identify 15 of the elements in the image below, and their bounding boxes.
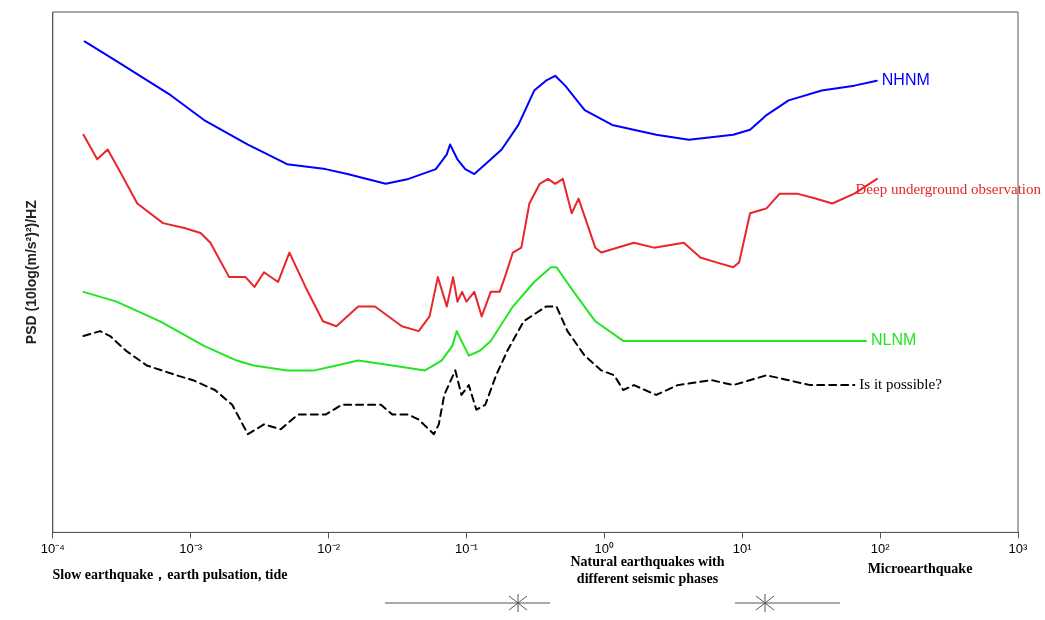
x-tick-label: 10⁻³ [179,540,203,556]
text: Natural earthquakes with different seismic phases [570,554,725,586]
x-tick-label: 10¹ [732,540,753,556]
series-label: NHNM [881,71,930,89]
text: Slow earthquake，earth pulsation, tide [51,566,289,583]
x-tick-label: 10⁻¹ [455,540,479,556]
x-tick-label: 10⁻⁴ [40,540,65,556]
y-axis-title: PSD (10log(m/s²)²)/HZ [23,199,40,345]
x-tick-label: 10² [870,540,891,556]
series-label: Is it possible? [859,376,943,393]
x-tick-label: 10⁰ [594,540,615,556]
x-tick-label: 10⁻² [317,540,341,556]
text: Microearthquake [866,560,974,577]
x-tick-label: 10³ [1008,540,1029,556]
series-label: NLNM [871,331,917,349]
